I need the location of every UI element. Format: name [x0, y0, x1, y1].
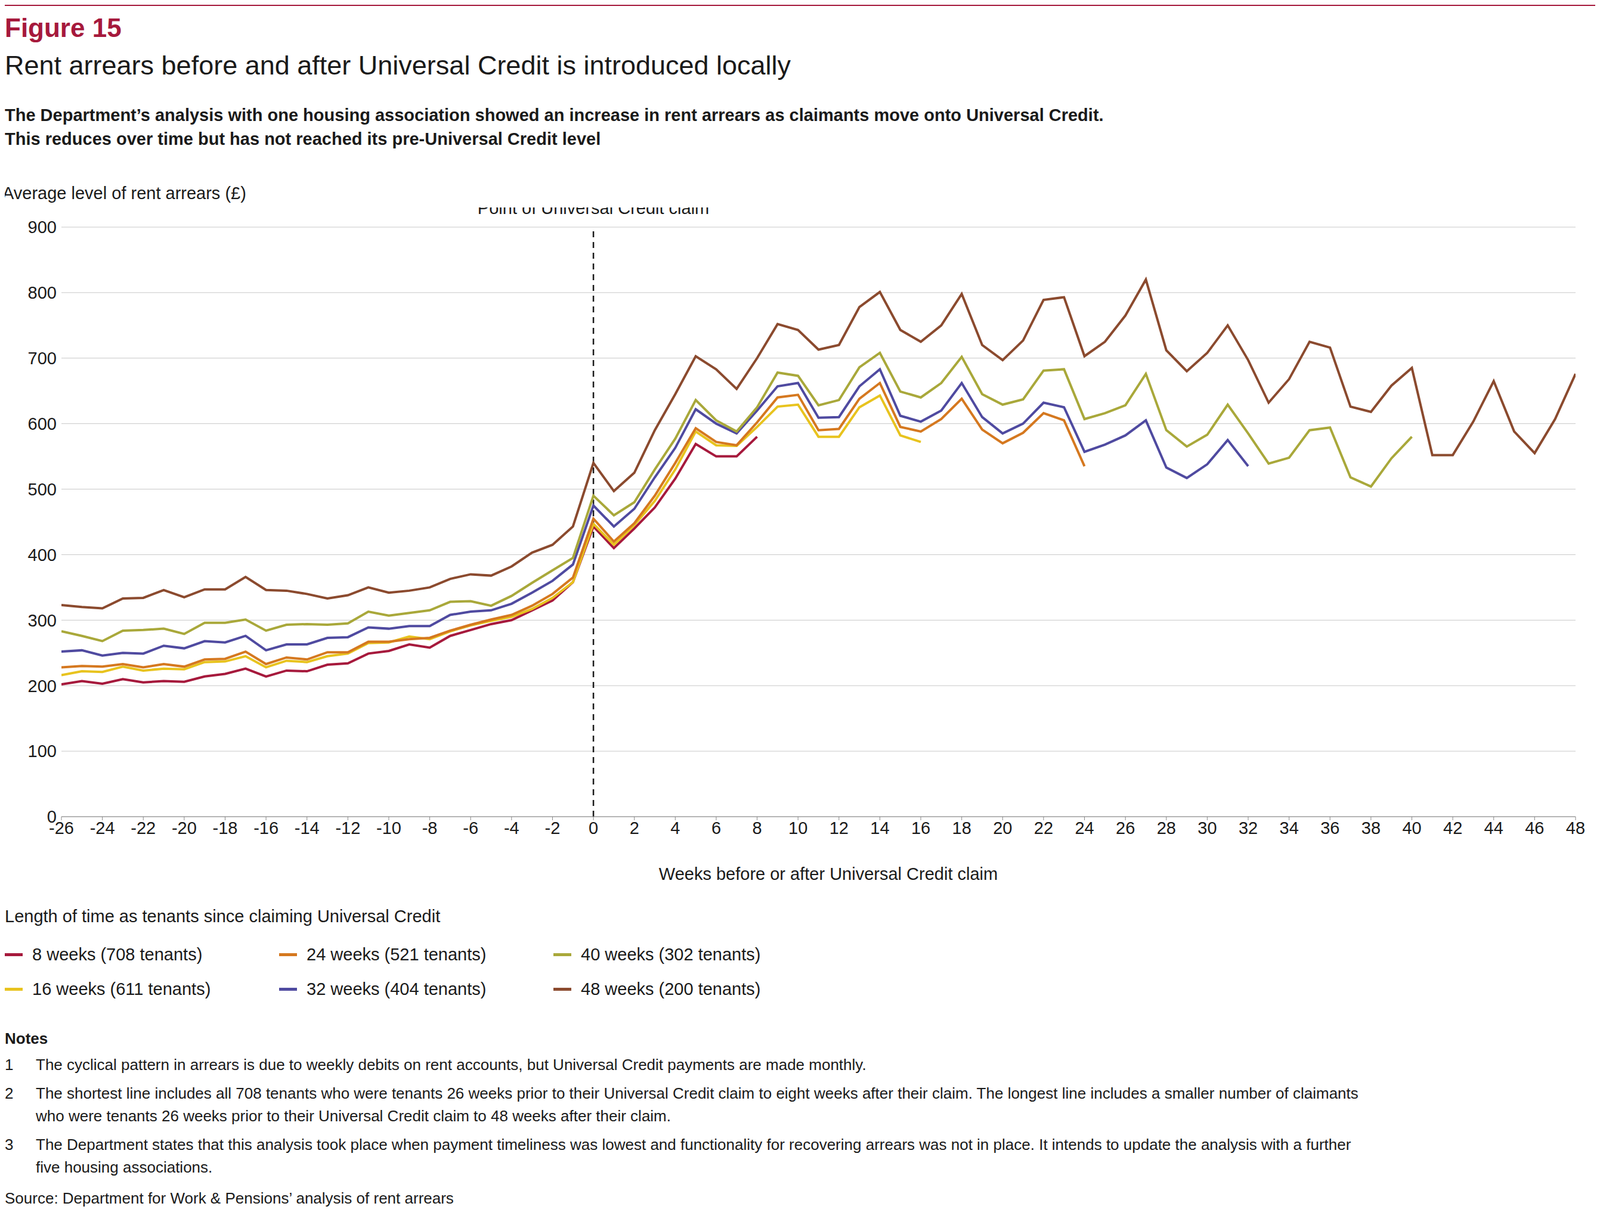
html-text:Length of time as tenants sinc: Length of time as tenants since claiming… — [4, 907, 441, 927]
svg-text:18: 18 — [952, 818, 972, 838]
html-text:Rent arrears before and after: Rent arrears before and after Universal … — [4, 50, 791, 81]
svg-text:-10: -10 — [376, 818, 402, 838]
svg-text:500: 500 — [28, 480, 57, 500]
svg-text:-8: -8 — [422, 818, 438, 838]
html-text:The Department’s analysis with: The Department’s analysis with one housi… — [4, 105, 1104, 125]
svg-text:200: 200 — [28, 676, 57, 696]
svg-text:4: 4 — [670, 818, 680, 838]
html-text:2: 2 — [4, 1084, 14, 1103]
svg-text:900: 900 — [28, 217, 57, 237]
svg-text:12: 12 — [829, 818, 849, 838]
html-text:8 weeks (708 tenants): 8 weeks (708 tenants) — [32, 944, 203, 964]
html-text:Weeks before or after Universa: Weeks before or after Universal Credit c… — [658, 864, 998, 884]
svg-text:-14: -14 — [294, 818, 320, 838]
svg-text:-26: -26 — [48, 818, 74, 838]
html-text:3: 3 — [4, 1136, 14, 1154]
html-text:The shortest line includes all: The shortest line includes all 708 tenan… — [35, 1084, 1359, 1126]
html-text:24 weeks (521 tenants): 24 weeks (521 tenants) — [306, 944, 487, 964]
html-text:Source: Department for Work &: Source: Department for Work & Pensions’ … — [4, 1189, 454, 1208]
svg-text:16: 16 — [911, 818, 931, 838]
svg-text:800: 800 — [28, 283, 57, 303]
svg-text:2: 2 — [629, 818, 640, 838]
svg-text:0: 0 — [588, 818, 599, 838]
svg-text:44: 44 — [1484, 818, 1504, 838]
svg-text:6: 6 — [711, 818, 721, 838]
svg-text:-2: -2 — [545, 818, 561, 838]
svg-text:36: 36 — [1320, 818, 1340, 838]
svg-text:10: 10 — [788, 818, 808, 838]
svg-text:-12: -12 — [335, 818, 361, 838]
svg-text:-24: -24 — [90, 818, 116, 838]
svg-text:28: 28 — [1156, 818, 1176, 838]
svg-text:40: 40 — [1402, 818, 1422, 838]
html-text:This reduces over time but has: This reduces over time but has not reach… — [4, 129, 601, 149]
svg-text:-4: -4 — [503, 818, 520, 838]
svg-text:22: 22 — [1034, 818, 1054, 838]
svg-text:26: 26 — [1115, 818, 1135, 838]
html-text:Notes: Notes — [4, 1029, 48, 1048]
html-text:Figure 15: Figure 15 — [4, 13, 122, 43]
svg-text:8: 8 — [751, 818, 762, 838]
svg-text:42: 42 — [1443, 818, 1463, 838]
html-text:16 weeks (611 tenants): 16 weeks (611 tenants) — [32, 979, 211, 999]
svg-text:100: 100 — [28, 741, 57, 761]
svg-text:38: 38 — [1361, 818, 1381, 838]
svg-text:300: 300 — [28, 611, 57, 631]
svg-text:48: 48 — [1566, 818, 1586, 838]
svg-text:46: 46 — [1524, 818, 1544, 838]
svg-text:700: 700 — [28, 348, 57, 368]
html-text:The Department states that thi: The Department states that this analysis… — [35, 1136, 1351, 1177]
svg-text:14: 14 — [870, 818, 890, 838]
html-text:40 weeks (302 tenants): 40 weeks (302 tenants) — [580, 944, 761, 964]
svg-text:-6: -6 — [462, 818, 479, 838]
svg-text:Point of Universal Credit clai: Point of Universal Credit claim — [477, 207, 710, 218]
svg-text:20: 20 — [992, 818, 1013, 838]
svg-text:600: 600 — [28, 414, 57, 434]
svg-text:-16: -16 — [253, 818, 279, 838]
html-text:48 weeks (200 tenants): 48 weeks (200 tenants) — [580, 979, 761, 999]
svg-text:0: 0 — [47, 807, 57, 827]
svg-text:34: 34 — [1279, 818, 1299, 838]
svg-text:-18: -18 — [212, 818, 238, 838]
html-text:1: 1 — [4, 1056, 14, 1075]
svg-text:400: 400 — [28, 545, 57, 565]
svg-text:24: 24 — [1074, 818, 1094, 838]
html-text:The cyclical pattern in arrear: The cyclical pattern in arrears is due t… — [35, 1056, 867, 1075]
html-text:32 weeks (404 tenants): 32 weeks (404 tenants) — [306, 979, 487, 999]
svg-text:-22: -22 — [130, 818, 156, 838]
svg-text:-20: -20 — [171, 818, 197, 838]
svg-text:30: 30 — [1197, 818, 1217, 838]
svg-text:32: 32 — [1238, 818, 1258, 838]
